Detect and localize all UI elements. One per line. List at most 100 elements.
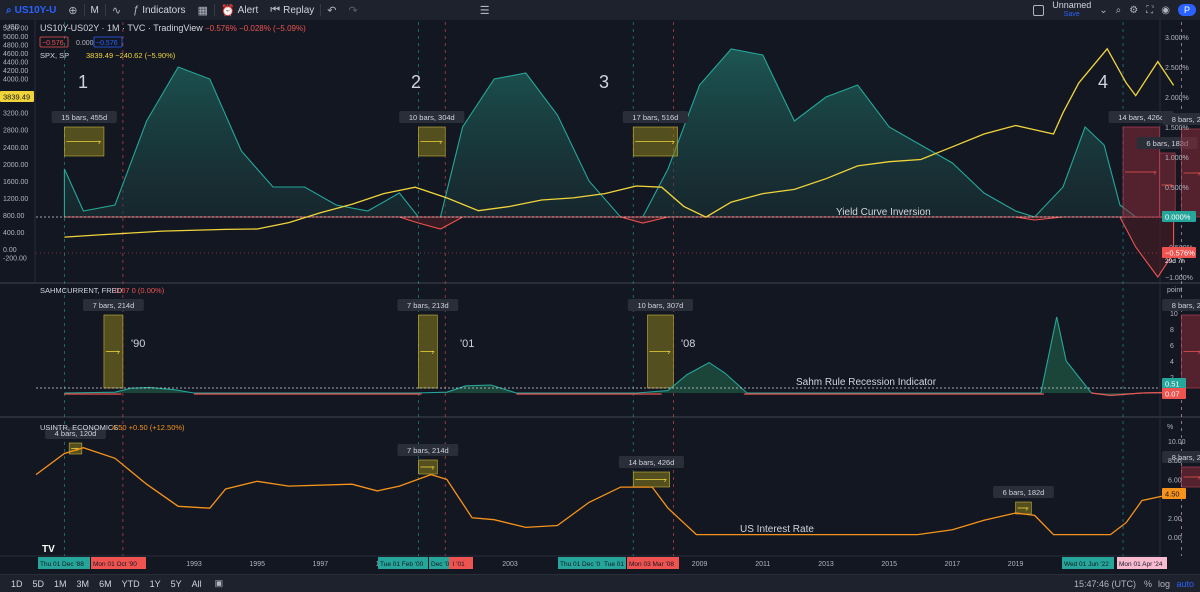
measure-label: 7 bars, 214d bbox=[407, 446, 449, 455]
line-chart-icon: ∿ bbox=[112, 4, 121, 17]
redo-icon: ↷ bbox=[349, 4, 358, 17]
spx-value-tag: 3839.49 bbox=[3, 93, 30, 102]
y-tick-label: 1.000% bbox=[1165, 155, 1189, 162]
range-1y-button[interactable]: 1Y bbox=[145, 579, 166, 589]
percent-toggle[interactable]: % bbox=[1144, 579, 1152, 589]
date-tag: Mon 03 Mar '08 bbox=[629, 561, 674, 568]
y-tick-label: 2.000% bbox=[1165, 95, 1189, 102]
measure-label: 14 bars, 426d bbox=[628, 458, 674, 467]
y-tick-label: -200.00 bbox=[3, 256, 27, 263]
chart-title-values: −0.576% −0.028% (−5.09%) bbox=[205, 24, 306, 33]
range-ytd-button[interactable]: YTD bbox=[117, 579, 145, 589]
range-1m-button[interactable]: 1M bbox=[49, 579, 72, 589]
calendar-icon[interactable]: ▣ bbox=[215, 578, 224, 589]
x-tick-label: 2015 bbox=[881, 561, 897, 568]
range-5d-button[interactable]: 5D bbox=[28, 579, 50, 589]
y-tick-label: 4000.00 bbox=[3, 77, 28, 84]
chart-style-button[interactable]: ∿ bbox=[106, 0, 127, 20]
last-value-tag: −0.576% bbox=[1165, 249, 1195, 258]
search-icon[interactable]: ⌕ bbox=[1116, 5, 1122, 16]
y-tick-label: 1600.00 bbox=[3, 179, 28, 186]
undo-button[interactable]: ↶ bbox=[321, 0, 342, 20]
search-icon: ⌕ bbox=[6, 5, 12, 16]
range-3m-button[interactable]: 3M bbox=[72, 579, 95, 589]
layout-name-label: Unnamed bbox=[1052, 1, 1091, 10]
recession-year-label: '08 bbox=[681, 338, 695, 350]
date-tag: Wed 01 Jun '22 bbox=[1064, 561, 1109, 568]
camera-icon[interactable]: ◉ bbox=[1161, 5, 1170, 16]
y-tick-label: 4600.00 bbox=[3, 51, 28, 58]
chevron-down-icon[interactable]: ⌄ bbox=[1099, 5, 1107, 16]
y-tick-label: 2000.00 bbox=[3, 162, 28, 169]
menu-icon: ☰ bbox=[480, 4, 490, 17]
arrow-head-icon: › bbox=[1153, 168, 1156, 177]
auto-toggle[interactable]: auto bbox=[1176, 579, 1194, 589]
layout-toggle-button[interactable]: ☰ bbox=[474, 0, 496, 20]
rate-label: US Interest Rate bbox=[740, 524, 814, 535]
log-toggle[interactable]: log bbox=[1158, 579, 1170, 589]
legend-value: 0.000 bbox=[76, 40, 94, 47]
layout-name[interactable]: Unnamed Save bbox=[1052, 1, 1091, 19]
arrow-head-icon: › bbox=[431, 348, 434, 357]
symbol-label: US10Y-U bbox=[15, 5, 57, 16]
interval-button[interactable]: M bbox=[85, 0, 105, 20]
y-tick-label: 0.00 bbox=[1168, 535, 1182, 542]
measure-label: 17 bars, 516d bbox=[632, 113, 678, 122]
period-marker: 3 bbox=[599, 72, 609, 92]
plus-circle-icon: ⊕ bbox=[68, 4, 77, 17]
date-tag-fragment: l '01 bbox=[453, 561, 465, 568]
arrow-head-icon: › bbox=[667, 348, 670, 357]
indicators-label: Indicators bbox=[142, 5, 185, 16]
templates-button[interactable]: ▦ bbox=[192, 0, 214, 20]
y-tick-label: 10.00 bbox=[1168, 439, 1186, 446]
compare-button[interactable]: ⊕ bbox=[62, 0, 83, 20]
rate-value-tag: 4.50 bbox=[1165, 490, 1180, 499]
measure-label: 6 bars, 182d bbox=[1003, 488, 1045, 497]
interval-label: M bbox=[91, 5, 99, 16]
y-tick-label: 800.00 bbox=[3, 213, 25, 220]
gear-icon[interactable]: ⚙ bbox=[1129, 5, 1138, 16]
y-tick-label: 2800.00 bbox=[3, 128, 28, 135]
sahm-legend-values: 0.07 0 (0.00%) bbox=[115, 286, 165, 295]
chart-canvas[interactable]: ›15 bars, 455d›10 bars, 304d›17 bars, 51… bbox=[0, 20, 1200, 574]
right-tools: Unnamed Save ⌄ ⌕ ⚙ ⛶ ◉ P bbox=[1033, 0, 1196, 20]
sahm-last-tag: 0.07 bbox=[1165, 390, 1180, 399]
currency-label: USD bbox=[5, 24, 20, 31]
x-tick-label: 2003 bbox=[502, 561, 518, 568]
zero-value-tag: 0.000% bbox=[1165, 213, 1191, 222]
arrow-head-icon: › bbox=[98, 138, 101, 147]
layout-checkbox[interactable] bbox=[1033, 5, 1044, 16]
unit-label: % bbox=[1167, 424, 1173, 431]
date-tag: Thu 01 Dec '0 bbox=[560, 561, 601, 568]
replay-icon: ⏮ bbox=[270, 4, 280, 17]
inversion-label: Yield Curve Inversion bbox=[836, 207, 931, 218]
grid-icon: ▦ bbox=[198, 4, 208, 17]
y-tick-label: 1.500% bbox=[1165, 125, 1189, 132]
range-1d-button[interactable]: 1D bbox=[6, 579, 28, 589]
arrow-head-icon: › bbox=[664, 476, 667, 485]
sahm-label: Sahm Rule Recession Indicator bbox=[796, 377, 937, 388]
y-tick-label: 0.00 bbox=[3, 247, 17, 254]
rate-legend-name: USINTR, ECONOMICS bbox=[40, 423, 118, 432]
y-tick-label: −1.000% bbox=[1165, 275, 1193, 282]
range-all-button[interactable]: All bbox=[187, 579, 207, 589]
fullscreen-icon[interactable]: ⛶ bbox=[1146, 5, 1153, 16]
clock[interactable]: 15:47:46 (UTC) bbox=[1074, 579, 1136, 589]
alert-button[interactable]: ⏰Alert bbox=[215, 0, 264, 20]
publish-button[interactable]: P bbox=[1178, 4, 1196, 16]
symbol-search-button[interactable]: ⌕US10Y-U bbox=[0, 0, 62, 20]
arrow-head-icon: › bbox=[671, 138, 674, 147]
range-5y-button[interactable]: 5Y bbox=[166, 579, 187, 589]
arrow-head-icon: › bbox=[439, 138, 442, 147]
tradingview-logo[interactable]: TV bbox=[42, 544, 55, 555]
y-tick-label: 400.00 bbox=[3, 230, 25, 237]
y-tick-label: 5000.00 bbox=[3, 34, 28, 41]
measure-label: 7 bars, 214d bbox=[93, 301, 135, 310]
replay-button[interactable]: ⏮Replay bbox=[264, 0, 320, 20]
range-6m-button[interactable]: 6M bbox=[94, 579, 117, 589]
redo-button[interactable]: ↷ bbox=[343, 0, 364, 20]
date-tag: Mon 01 Apr '24 bbox=[1119, 561, 1163, 568]
countdown-label: 29d 7h bbox=[1165, 258, 1185, 265]
